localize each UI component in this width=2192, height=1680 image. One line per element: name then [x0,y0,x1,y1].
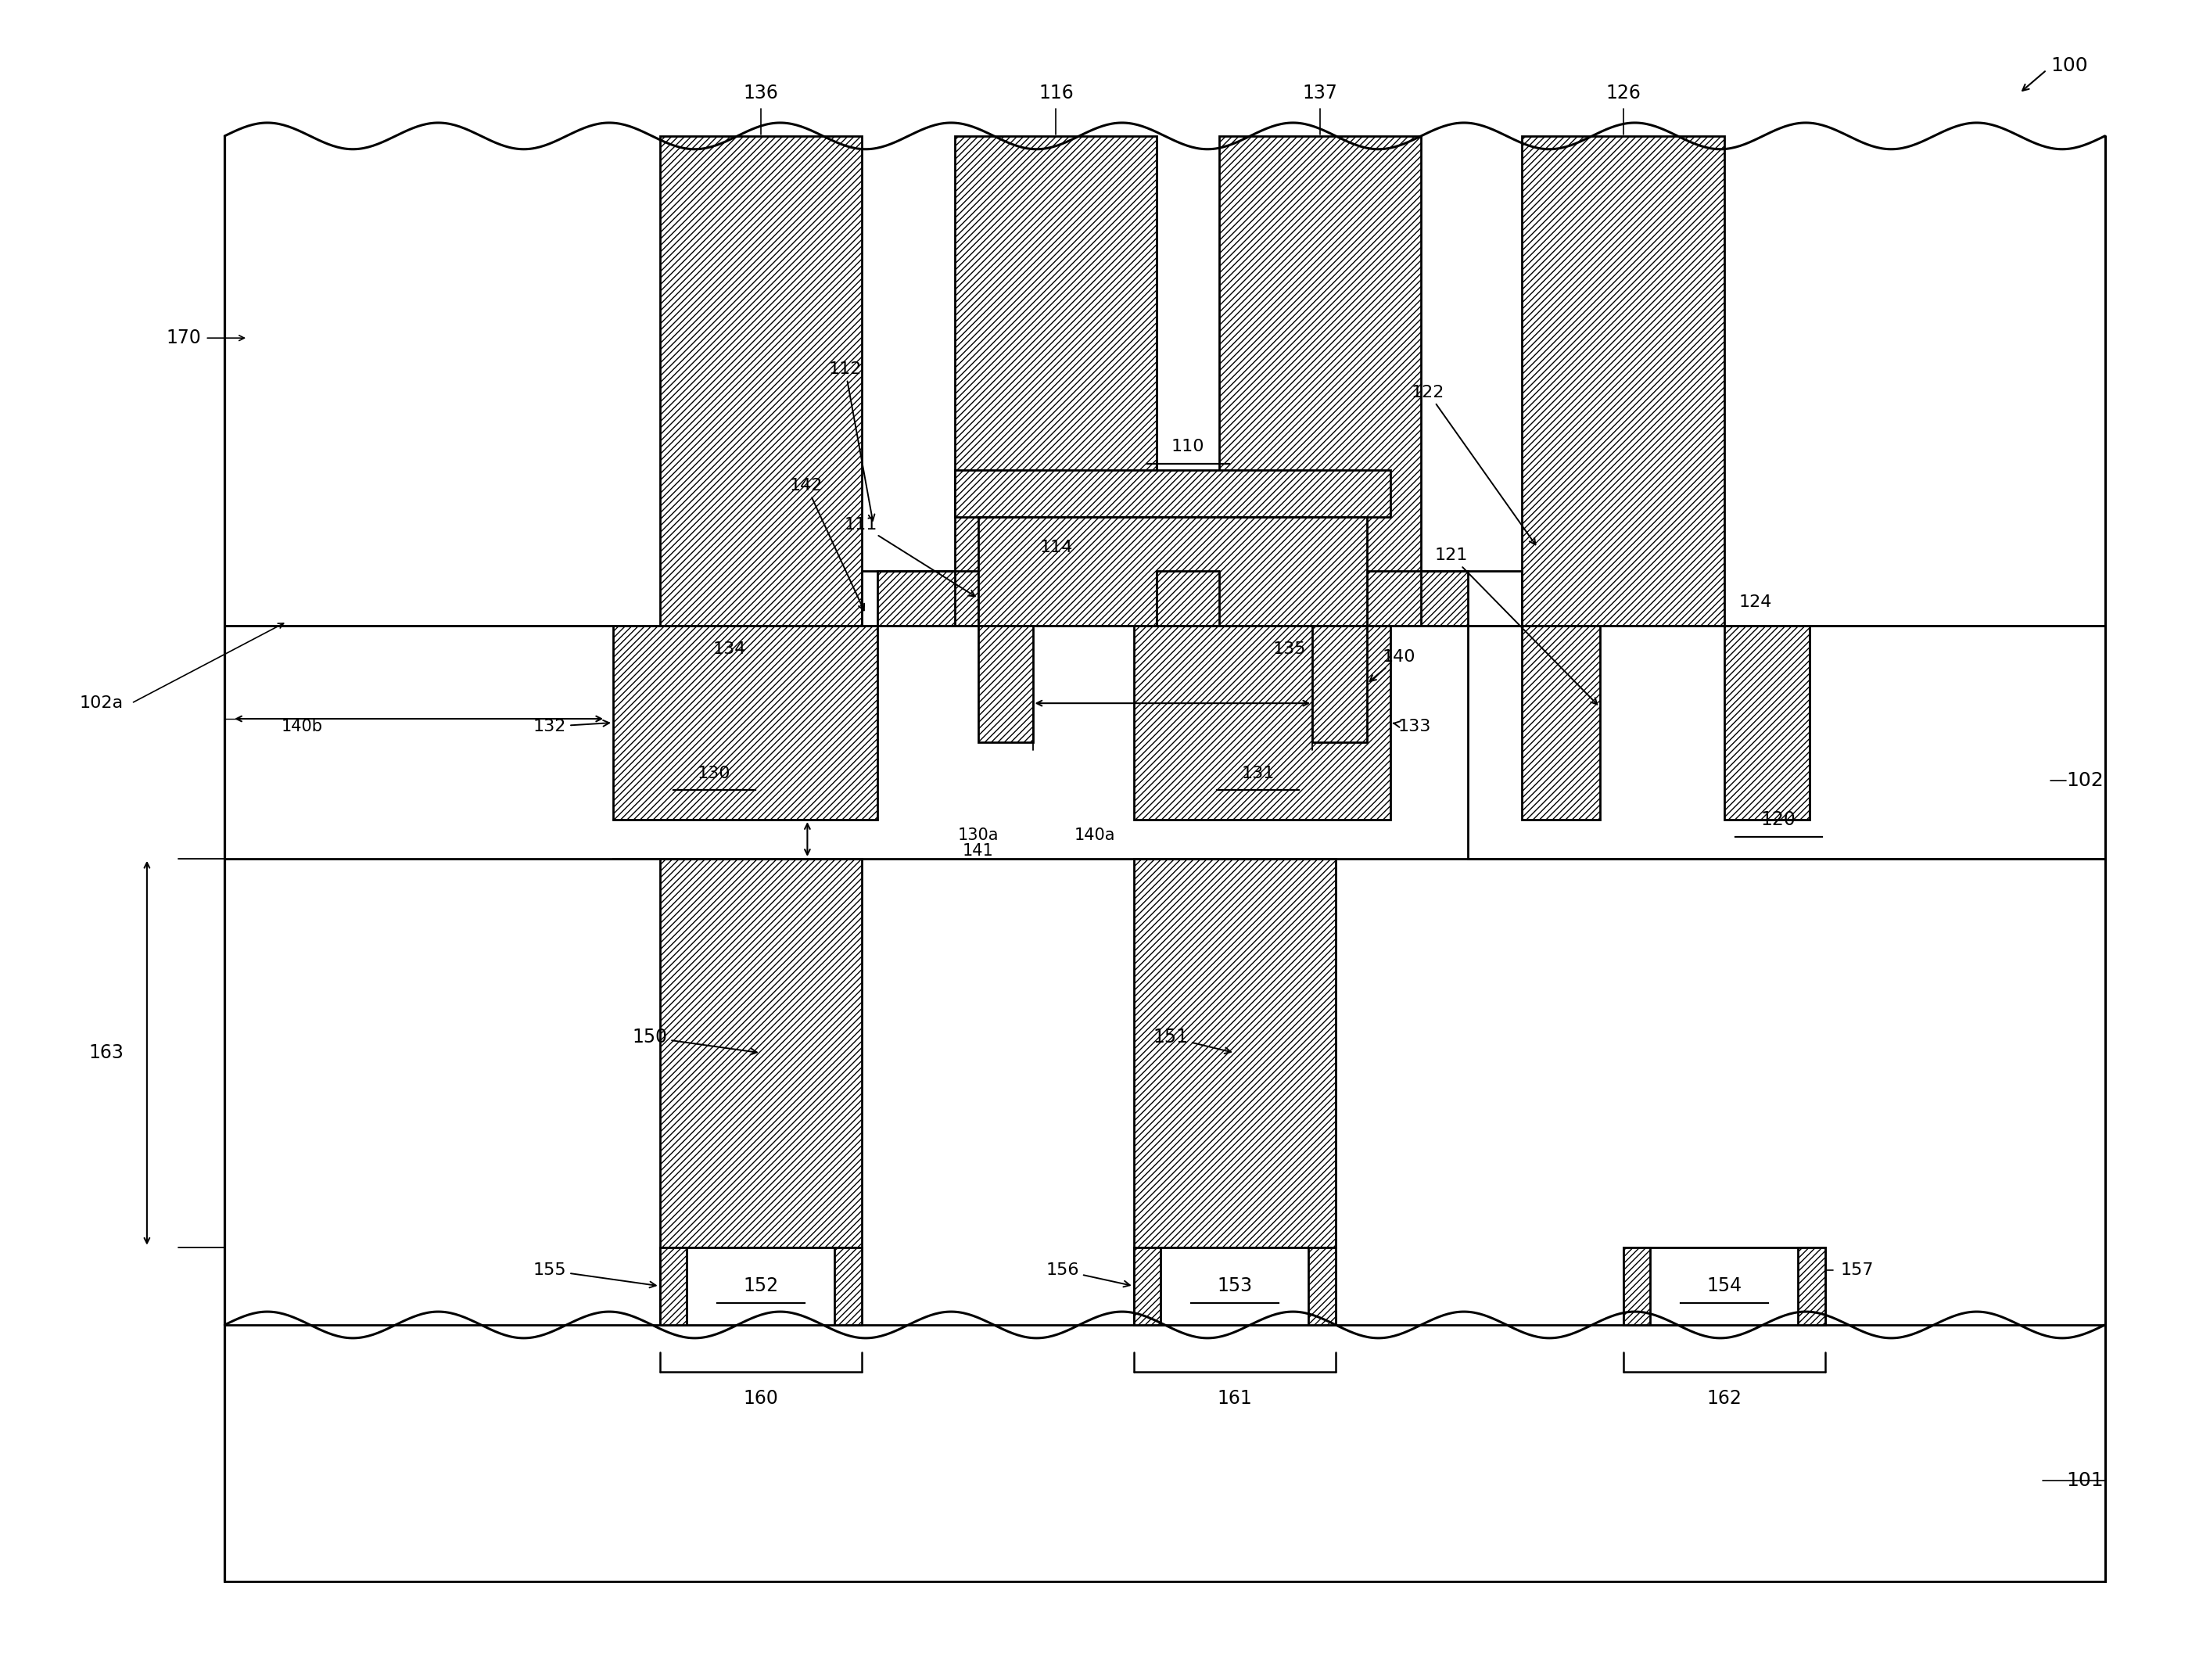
Bar [1133,1247,1335,1326]
Bar [660,858,861,1247]
Text: 132: 132 [533,719,609,734]
Bar [1756,136,2104,625]
Bar [835,1247,861,1326]
Bar [1133,1247,1162,1326]
Bar [660,1247,686,1326]
Bar [224,136,2104,1326]
Bar [877,571,978,625]
Text: 102: 102 [2067,771,2104,790]
Text: 163: 163 [88,1043,123,1062]
Text: 157: 157 [1841,1263,1874,1278]
Bar [1521,136,1725,625]
Bar [660,136,861,625]
Bar [1521,625,1600,820]
Text: 140: 140 [1370,648,1416,682]
Text: 153: 153 [1217,1277,1252,1295]
Bar [861,136,956,571]
Text: 135: 135 [1274,642,1306,657]
Bar [1157,136,1219,571]
Bar [1133,625,1390,820]
Bar [224,136,660,625]
Bar [956,136,1157,625]
Text: 120: 120 [1760,810,1795,830]
Text: 136: 136 [743,84,778,102]
Text: 156: 156 [1046,1263,1129,1287]
Text: 124: 124 [1738,595,1771,610]
Text: 141: 141 [962,843,993,858]
Bar [224,1326,2104,1581]
Text: 102a: 102a [79,696,123,711]
Text: 137: 137 [1302,84,1337,102]
Bar [1797,1247,1826,1326]
Bar [1133,858,1335,1247]
Text: 116: 116 [1039,84,1074,102]
Text: 126: 126 [1605,84,1642,102]
Text: 142: 142 [789,477,864,610]
Bar [978,625,1032,743]
Text: 110: 110 [1171,438,1206,455]
Bar [1469,625,2104,858]
Text: 155: 155 [533,1263,655,1287]
Text: 134: 134 [712,642,745,657]
Text: 121: 121 [1434,548,1598,704]
Bar [1313,625,1368,743]
Text: 130a: 130a [958,828,1000,843]
Text: 154: 154 [1708,1277,1743,1295]
Bar [224,625,2104,858]
Text: 100: 100 [2050,57,2087,76]
Bar [1219,136,1420,625]
Text: 151: 151 [1153,1028,1232,1053]
Bar [1725,625,1811,820]
Text: 161: 161 [1217,1389,1252,1408]
Text: 131: 131 [1241,766,1274,781]
Bar [1622,1247,1826,1326]
Bar [660,1247,861,1326]
Text: 150: 150 [631,1028,756,1055]
Text: 101: 101 [2067,1472,2104,1490]
Bar [1622,1247,1651,1326]
Text: 122: 122 [1412,385,1534,544]
Text: 170: 170 [167,329,202,348]
Bar [956,470,1390,517]
Text: 162: 162 [1708,1389,1743,1408]
Text: 130: 130 [697,766,730,781]
Bar [1368,571,1469,625]
Text: 140b: 140b [281,719,322,734]
Text: 112: 112 [829,361,875,521]
Text: 160: 160 [743,1389,778,1408]
Bar [978,517,1368,625]
Text: 152: 152 [743,1277,778,1295]
Text: 114: 114 [1039,539,1072,556]
Bar [1420,136,1521,571]
Bar [614,625,877,820]
Bar [1309,1247,1335,1326]
Text: 140a: 140a [1074,828,1116,843]
Text: 111: 111 [844,517,975,596]
Text: 133: 133 [1394,719,1431,734]
